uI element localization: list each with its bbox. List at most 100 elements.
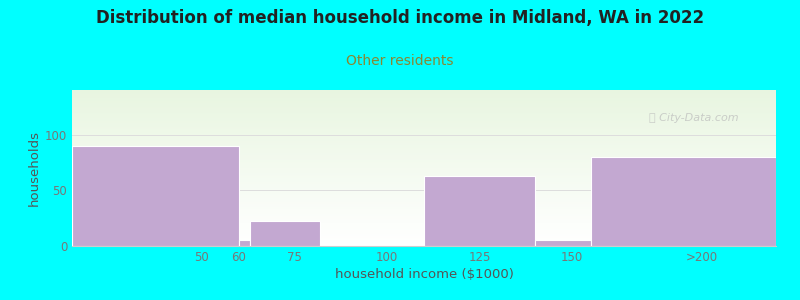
Bar <box>72 197 776 198</box>
Bar <box>72 207 776 208</box>
Bar <box>72 142 776 143</box>
Bar <box>72 217 776 218</box>
Bar <box>72 157 776 158</box>
Bar <box>72 210 776 211</box>
Bar <box>72 206 776 207</box>
Bar <box>72 143 776 144</box>
Bar <box>72 167 776 168</box>
Bar <box>72 139 776 140</box>
Bar <box>72 234 776 235</box>
Bar <box>72 245 776 246</box>
Bar <box>72 153 776 154</box>
Bar <box>72 116 776 117</box>
Bar <box>72 105 776 106</box>
Bar <box>72 239 776 240</box>
Bar <box>72 96 776 97</box>
Bar <box>72 147 776 148</box>
Bar <box>72 145 776 146</box>
Bar <box>72 130 776 131</box>
Bar <box>72 102 776 103</box>
Bar <box>72 160 776 161</box>
Bar <box>72 104 776 105</box>
Bar <box>72 106 776 107</box>
Bar <box>424 176 535 246</box>
Bar <box>72 218 776 219</box>
Bar <box>72 216 776 217</box>
Bar <box>72 179 776 180</box>
Bar <box>72 93 776 94</box>
Bar <box>72 155 776 156</box>
Bar <box>72 148 776 149</box>
Bar <box>72 225 776 226</box>
Bar <box>72 110 776 111</box>
Bar <box>72 230 776 231</box>
Bar <box>72 111 776 112</box>
Bar <box>72 190 776 191</box>
Bar <box>72 186 776 187</box>
Bar <box>72 99 776 100</box>
Bar <box>72 185 776 186</box>
Bar <box>72 127 776 128</box>
Bar <box>72 159 776 160</box>
Bar <box>72 158 776 159</box>
Bar <box>72 187 776 188</box>
Bar <box>72 240 776 241</box>
Bar <box>72 208 776 209</box>
Text: Other residents: Other residents <box>346 54 454 68</box>
Bar <box>72 204 776 205</box>
Bar <box>72 94 776 95</box>
Bar <box>72 126 776 127</box>
Bar <box>72 212 776 213</box>
Bar <box>72 169 776 170</box>
Bar <box>72 97 776 98</box>
Bar <box>72 224 776 225</box>
Bar <box>72 205 776 206</box>
Bar <box>72 120 776 121</box>
Bar <box>72 229 776 230</box>
Bar <box>72 123 776 124</box>
Bar <box>72 175 776 176</box>
Bar <box>72 152 776 153</box>
Bar <box>535 240 590 246</box>
Bar <box>72 154 776 155</box>
Bar <box>72 194 776 195</box>
Bar <box>72 156 776 157</box>
Bar <box>72 213 776 214</box>
Bar <box>72 172 776 173</box>
Bar <box>72 171 776 172</box>
Bar <box>72 198 776 199</box>
Text: Ⓜ City-Data.com: Ⓜ City-Data.com <box>650 113 739 123</box>
Bar <box>72 113 776 114</box>
Bar <box>72 124 776 125</box>
Bar <box>72 178 776 179</box>
Bar <box>72 112 776 113</box>
Bar <box>72 122 776 123</box>
Bar <box>72 165 776 166</box>
Bar <box>72 209 776 210</box>
Bar <box>72 233 776 234</box>
Bar <box>72 150 776 151</box>
Bar <box>72 163 776 164</box>
Bar <box>72 192 776 193</box>
Bar <box>72 138 776 139</box>
Bar <box>72 128 776 129</box>
Bar <box>72 173 776 174</box>
Bar <box>72 244 776 245</box>
Bar <box>72 201 776 202</box>
Bar <box>72 220 776 221</box>
Bar <box>72 236 776 237</box>
Bar <box>72 188 776 189</box>
Bar <box>72 219 776 220</box>
X-axis label: household income ($1000): household income ($1000) <box>334 268 514 281</box>
Bar <box>72 232 776 233</box>
Bar <box>72 162 776 163</box>
Bar <box>72 228 776 229</box>
Bar <box>72 103 776 104</box>
Bar <box>72 140 776 141</box>
Bar <box>72 235 776 236</box>
Bar <box>72 184 776 185</box>
Bar <box>72 141 776 142</box>
Bar <box>72 168 776 169</box>
Bar <box>72 131 776 132</box>
Bar <box>72 174 776 175</box>
